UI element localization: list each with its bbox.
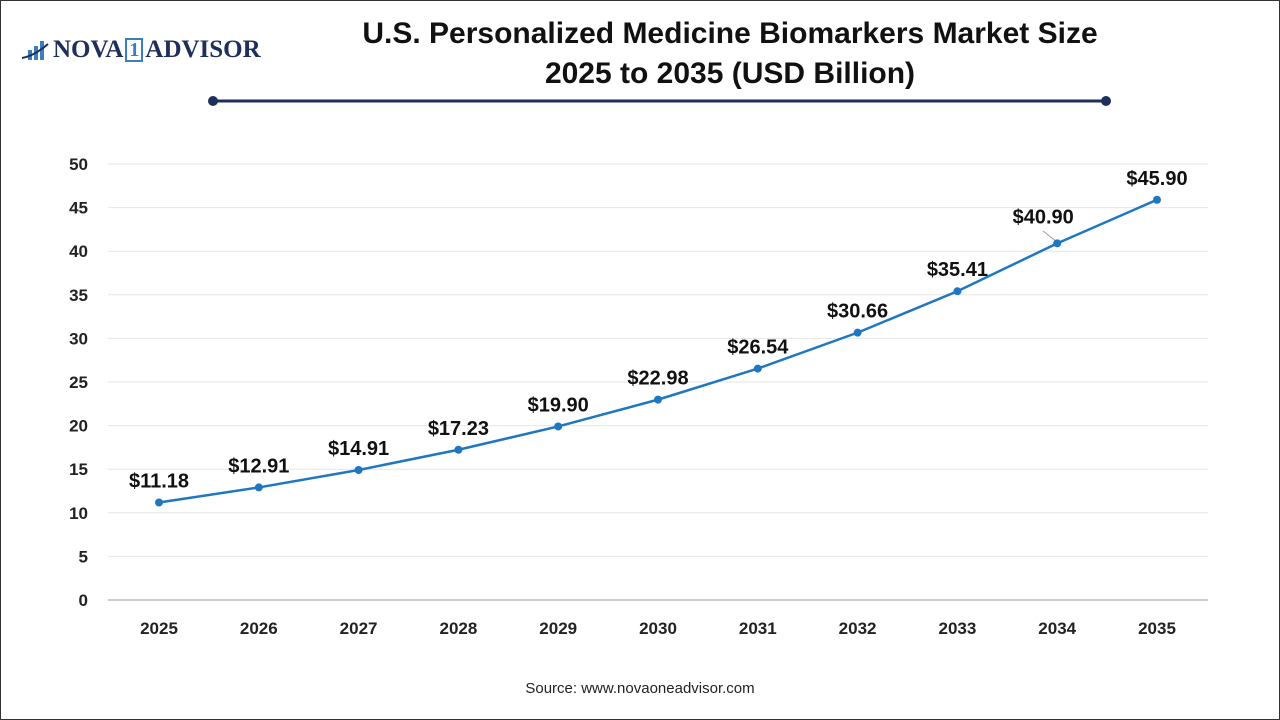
data-label: $22.98 xyxy=(627,368,688,390)
source-note: Source: www.novaoneadvisor.com xyxy=(525,680,755,697)
x-tick-label: 2025 xyxy=(140,619,178,638)
data-label: $45.90 xyxy=(1126,168,1187,190)
x-tick-label: 2032 xyxy=(839,619,877,638)
data-point xyxy=(953,287,962,296)
logo-number: 1 xyxy=(125,38,144,62)
data-label: $11.18 xyxy=(129,471,189,493)
series-line xyxy=(158,198,1158,504)
data-label: $19.90 xyxy=(528,394,589,416)
bar-chart-logo-icon xyxy=(21,41,49,60)
chart-title: U.S. Personalized Medicine Biomarkers Ma… xyxy=(230,14,1230,94)
data-point xyxy=(354,465,363,474)
label-leader xyxy=(1042,230,1058,243)
data-point xyxy=(1153,195,1161,204)
data-label: $30.66 xyxy=(827,301,888,323)
title-line-1: U.S. Personalized Medicine Biomarkers Ma… xyxy=(362,17,1098,50)
x-tick-label: 2029 xyxy=(539,619,577,638)
x-tick-label: 2035 xyxy=(1138,619,1176,638)
x-tick-label: 2028 xyxy=(439,619,477,638)
y-tick-label: 15 xyxy=(69,460,88,479)
y-tick-label: 5 xyxy=(79,547,88,566)
logo-text-2: ADVISOR xyxy=(145,36,261,63)
data-point xyxy=(254,483,263,492)
data-label: $35.41 xyxy=(927,259,988,281)
data-point xyxy=(654,395,662,404)
logo-text: NOVA xyxy=(53,36,124,63)
y-tick-label: 10 xyxy=(69,504,88,523)
data-point xyxy=(155,498,163,507)
data-point xyxy=(853,328,862,337)
data-point xyxy=(753,364,762,373)
y-tick-label: 50 xyxy=(69,155,88,174)
data-label: $14.91 xyxy=(328,438,389,460)
x-tick-label: 2030 xyxy=(639,619,677,638)
x-tick-label: 2031 xyxy=(739,619,777,638)
data-label: $12.91 xyxy=(228,455,289,477)
logo: NOVA 1 ADVISOR xyxy=(20,36,261,64)
y-tick-label: 20 xyxy=(69,417,88,436)
x-tick-label: 2034 xyxy=(1038,619,1076,638)
data-point xyxy=(454,445,463,454)
data-label: $40.90 xyxy=(1013,206,1074,228)
title-rule-dot xyxy=(208,96,218,106)
x-tick-label: 2026 xyxy=(240,619,278,638)
y-tick-label: 35 xyxy=(69,286,88,305)
x-tick-label: 2027 xyxy=(340,619,378,638)
data-point xyxy=(1053,239,1062,248)
data-label: $17.23 xyxy=(428,418,489,440)
y-tick-label: 25 xyxy=(69,373,88,392)
y-tick-label: 40 xyxy=(69,242,88,261)
y-tick-label: 45 xyxy=(69,199,88,218)
title-rule-dot xyxy=(1101,96,1111,106)
data-label: $26.54 xyxy=(727,337,789,359)
y-tick-label: 30 xyxy=(69,329,88,348)
y-tick-label: 0 xyxy=(79,591,88,610)
x-tick-label: 2033 xyxy=(938,619,976,638)
data-point xyxy=(554,422,563,431)
title-line-2: 2025 to 2035 (USD Billion) xyxy=(544,57,916,90)
